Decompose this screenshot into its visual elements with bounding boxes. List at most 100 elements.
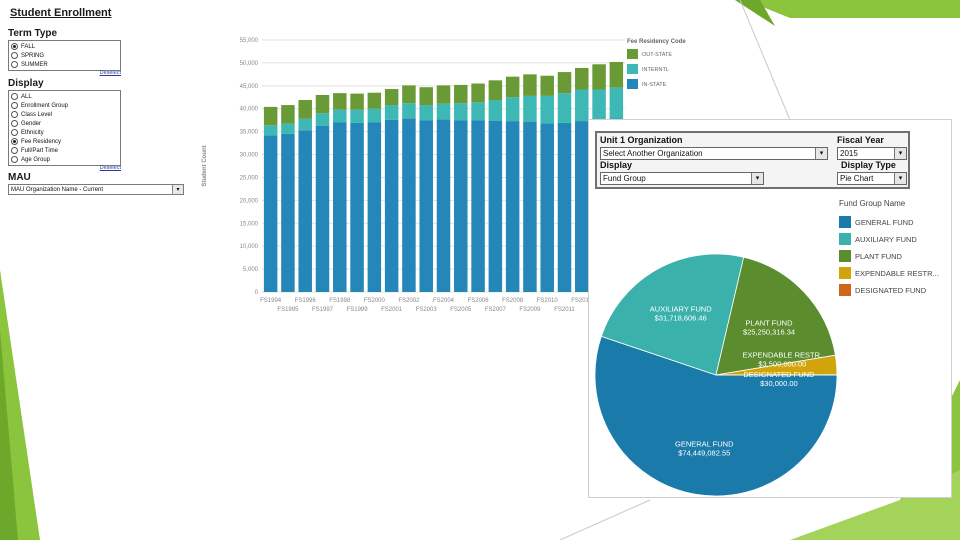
unit-organization-select[interactable]: Select Another Organization ▾ [600, 147, 828, 160]
radio-option[interactable]: Full/Part Time [11, 146, 118, 155]
bar-segment [350, 109, 364, 123]
radio-option[interactable]: Enrollment Group [11, 101, 118, 110]
radio-option[interactable]: Fee Residency [11, 137, 118, 146]
decor-line-1 [739, 0, 791, 121]
pie-legend-swatch [839, 250, 851, 262]
bar-segment [523, 95, 537, 123]
radio-button[interactable] [11, 102, 18, 109]
bar-segment [419, 105, 433, 121]
bar-segment [488, 80, 503, 101]
slice-label-value: $31,718,606.46 [655, 314, 707, 323]
decor-line-2 [559, 499, 651, 540]
radio-label: ALL [21, 93, 32, 100]
term-type-deselect-link[interactable]: Deselect [99, 70, 121, 76]
radio-button[interactable] [11, 129, 18, 136]
bar-segment [557, 93, 572, 123]
decor-left-shard-dark [0, 330, 18, 540]
y-tick-label: 35,000 [240, 130, 259, 136]
x-tick-label: FS1996 [295, 298, 317, 304]
radio-option[interactable]: Age Group [11, 155, 118, 164]
radio-option[interactable]: SUMMER [11, 60, 118, 69]
mau-select[interactable]: MAU Organization Name - Current ▾ [8, 184, 184, 195]
y-tick-label: 10,000 [240, 244, 259, 250]
bar-segment [402, 118, 416, 292]
y-tick-label: 50,000 [240, 61, 259, 67]
radio-option[interactable]: ALL [11, 92, 118, 101]
bar-segment [298, 100, 312, 119]
bar-segment [263, 106, 278, 126]
chevron-down-icon[interactable]: ▾ [751, 173, 763, 184]
radio-option[interactable]: Gender [11, 119, 118, 128]
mau-select-value: MAU Organization Name - Current [11, 186, 104, 193]
radio-button[interactable] [11, 147, 18, 154]
chevron-down-icon[interactable]: ▾ [894, 173, 906, 184]
y-tick-label: 0 [255, 290, 259, 296]
chevron-down-icon[interactable]: ▾ [815, 148, 827, 159]
radio-button[interactable] [11, 43, 18, 50]
radio-button[interactable] [11, 120, 18, 127]
y-tick-label: 45,000 [240, 84, 259, 90]
radio-option[interactable]: Ethnicity [11, 128, 118, 137]
bar-segment [315, 113, 330, 126]
radio-button[interactable] [11, 52, 18, 59]
bar-segment [298, 130, 312, 292]
chevron-down-icon[interactable]: ▾ [172, 185, 183, 194]
bar-segment [263, 135, 278, 292]
x-tick-label: FS1998 [329, 298, 351, 304]
radio-button[interactable] [11, 111, 18, 118]
bar-segment [454, 120, 468, 292]
x-tick-label: FS2002 [398, 298, 420, 304]
bar-segment [575, 89, 589, 122]
bar-segment [540, 123, 554, 292]
bar-segment [281, 123, 295, 134]
radio-button[interactable] [11, 138, 18, 145]
bar-segment [609, 61, 624, 88]
radio-option[interactable]: FALL [11, 42, 118, 51]
x-tick-label: FS2008 [502, 298, 524, 304]
radio-button[interactable] [11, 156, 18, 163]
legend-swatch [627, 79, 638, 89]
fiscal-year-label: Fiscal Year [837, 135, 884, 145]
bar-segment [281, 133, 295, 292]
radio-button[interactable] [11, 61, 18, 68]
y-tick-label: 20,000 [240, 198, 259, 204]
radio-option[interactable]: SPRING [11, 51, 118, 60]
x-tick-label: FS1994 [260, 298, 282, 304]
bar-segment [367, 108, 382, 123]
slice-label-name: AUXILIARY FUND [650, 305, 712, 314]
chevron-down-icon[interactable]: ▾ [894, 148, 906, 159]
x-tick-label: FS2004 [433, 298, 455, 304]
bar-segment [471, 102, 485, 121]
slice-label-value: $25,250,316.34 [743, 327, 795, 336]
fiscal-year-value: 2015 [840, 149, 858, 158]
bar-segment [350, 93, 364, 110]
display-type-select[interactable]: Pie Chart ▾ [837, 172, 907, 185]
pie-legend-label: GENERAL FUND [855, 218, 914, 227]
pie-legend-title: Fund Group Name [839, 199, 906, 208]
pie-slice [600, 253, 745, 376]
x-tick-label: FS1999 [347, 307, 369, 313]
bar-segment [575, 67, 589, 90]
bar-segment [471, 83, 485, 103]
display-type-value: Pie Chart [840, 174, 874, 183]
display-deselect-link[interactable]: Deselect [99, 165, 121, 171]
legend-label: OUT-STATE [642, 52, 672, 58]
radio-label: Enrollment Group [21, 102, 69, 109]
bar-segment [540, 75, 554, 96]
legend-label: IN-STATE [642, 82, 667, 88]
radio-option[interactable]: Class Level [11, 110, 118, 119]
display-group-select[interactable]: Fund Group ▾ [600, 172, 764, 185]
slice-label-name: EXPENDABLE RESTR. [743, 350, 823, 359]
radio-label: Fee Residency [21, 138, 62, 145]
radio-button[interactable] [11, 93, 18, 100]
display-group-label: Display [600, 160, 633, 170]
x-tick-label: FS2006 [468, 298, 490, 304]
slice-label-name: PLANT FUND [746, 318, 794, 327]
bar-segment [315, 94, 330, 114]
radio-label: Ethnicity [21, 129, 44, 136]
radio-label: Class Level [21, 111, 53, 118]
bar-segment [575, 121, 589, 293]
fiscal-year-select[interactable]: 2015 ▾ [837, 147, 907, 160]
